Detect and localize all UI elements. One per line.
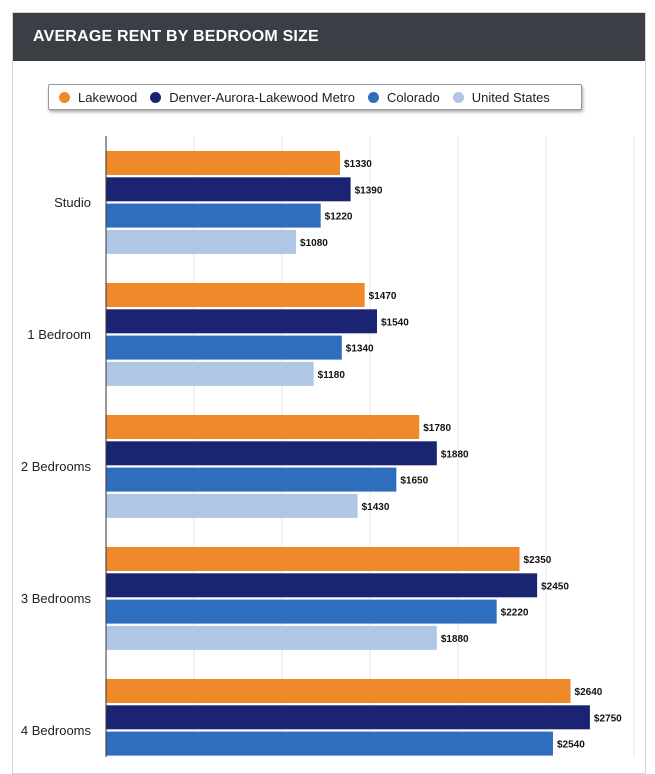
data-label: $1180 xyxy=(318,370,346,381)
legend-label-lakewood: Lakewood xyxy=(78,89,138,105)
category-label: 4 Bedrooms xyxy=(21,723,92,738)
legend-item-lakewood[interactable]: Lakewood xyxy=(59,90,137,105)
bar xyxy=(106,731,553,756)
legend-swatch-lakewood xyxy=(59,91,70,103)
bar xyxy=(106,573,538,598)
bar xyxy=(106,283,365,307)
bar-chart: Studio $1330 $1390 $1220 $1080 1 Bedroom $1470… xyxy=(21,136,635,757)
bar xyxy=(106,547,520,571)
bar xyxy=(106,177,351,202)
bar xyxy=(106,203,321,228)
data-label: $1880 xyxy=(441,449,469,460)
legend-swatch-united-states xyxy=(452,91,464,103)
legend-item-metro[interactable]: Denver-Aurora-Lakewood Metro xyxy=(150,90,355,105)
data-label: $1880 xyxy=(441,634,469,645)
chart-legend: Lakewood Denver-Aurora-Lakewood Metro Co… xyxy=(48,84,582,110)
category-label: 1 Bedroom xyxy=(27,327,91,342)
legend-item-colorado[interactable]: Colorado xyxy=(367,89,440,105)
data-label: $2220 xyxy=(501,608,529,619)
data-label: $2540 xyxy=(557,740,585,751)
category-label: 2 Bedrooms xyxy=(21,459,92,474)
bar xyxy=(106,467,397,492)
data-label: $1780 xyxy=(423,423,451,434)
bar xyxy=(106,229,297,254)
legend-item-united-states[interactable]: United States xyxy=(452,89,550,105)
legend-swatch-colorado xyxy=(367,91,379,103)
bar xyxy=(106,309,377,334)
bar xyxy=(106,625,437,650)
bar xyxy=(106,335,342,360)
bar xyxy=(106,705,590,730)
data-label: $1390 xyxy=(355,185,383,196)
data-label: $2350 xyxy=(524,555,552,566)
data-label: $1080 xyxy=(300,238,328,249)
data-label: $2450 xyxy=(541,581,569,592)
category-label: Studio xyxy=(54,195,91,210)
data-label: $1650 xyxy=(400,476,428,487)
data-label: $1540 xyxy=(381,317,409,328)
bar xyxy=(106,441,437,466)
bar xyxy=(106,415,420,439)
legend-label-metro: Denver-Aurora-Lakewood Metro xyxy=(169,89,355,105)
chart-title: AVERAGE RENT BY BEDROOM SIZE xyxy=(13,13,645,61)
bar xyxy=(106,679,571,703)
bar xyxy=(106,493,358,518)
data-label: $1430 xyxy=(362,502,390,513)
data-label: $1330 xyxy=(344,159,372,170)
bar xyxy=(106,361,314,386)
data-label: $1470 xyxy=(369,291,397,302)
category-label: 3 Bedrooms xyxy=(21,591,92,606)
data-label: $1340 xyxy=(346,344,374,355)
data-label: $2750 xyxy=(594,713,622,724)
bar xyxy=(106,599,497,624)
legend-label-united-states: United States xyxy=(471,89,550,105)
bar xyxy=(106,151,341,175)
legend-label-colorado: Colorado xyxy=(386,89,440,105)
legend-swatch-metro xyxy=(150,91,162,103)
data-label: $1220 xyxy=(325,212,353,223)
data-label: $2640 xyxy=(575,687,603,698)
